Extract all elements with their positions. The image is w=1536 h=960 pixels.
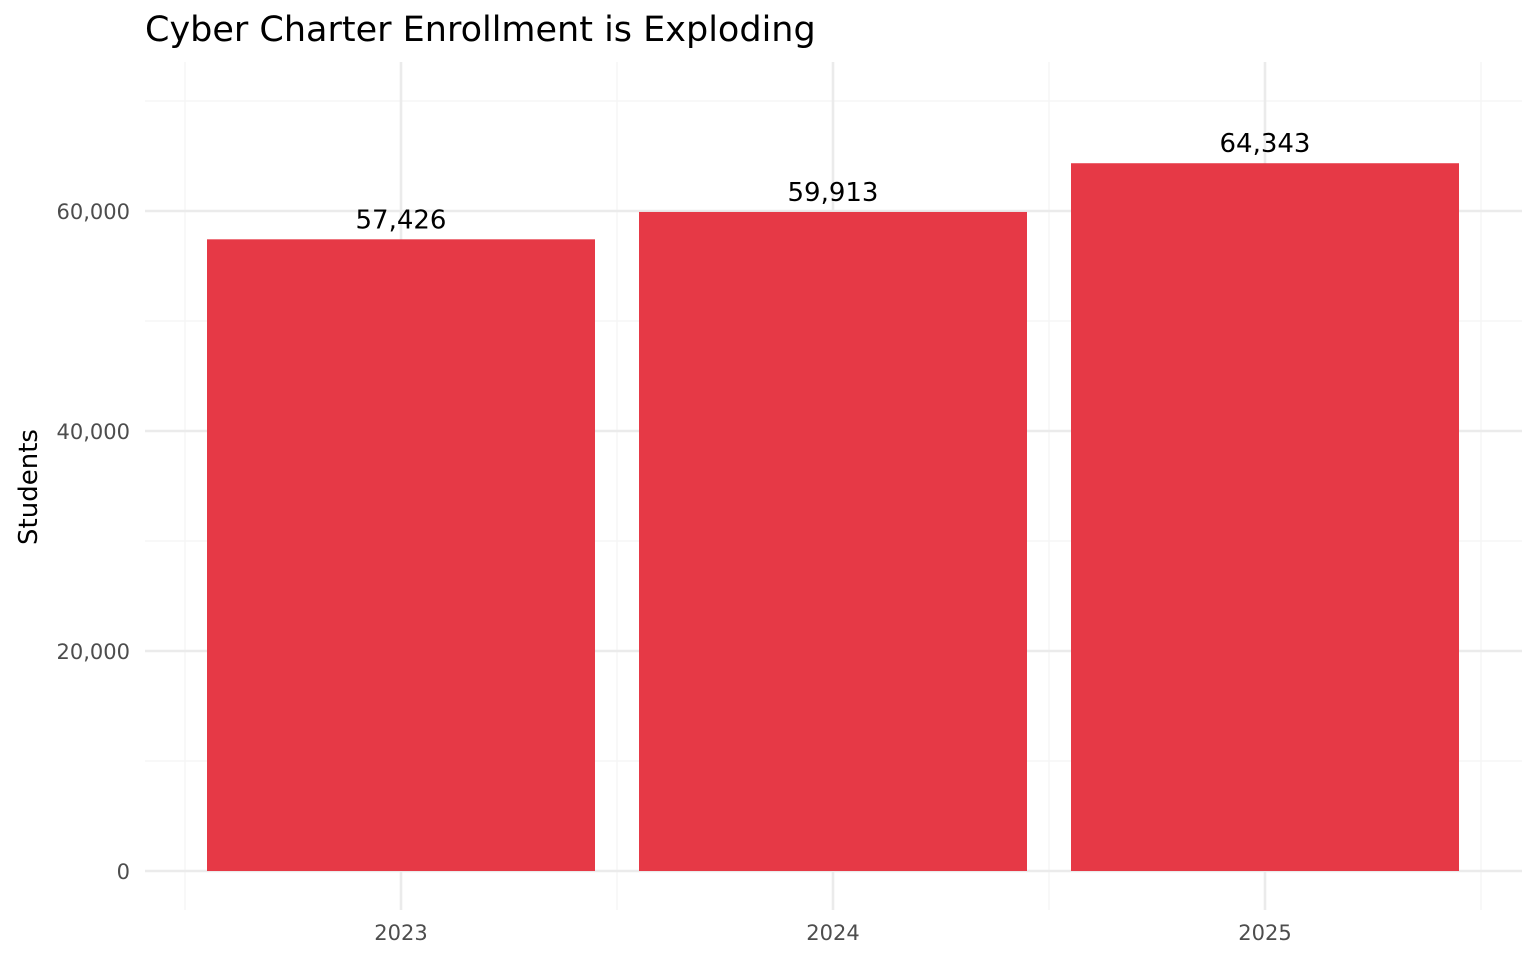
y-tick-label: 40,000	[57, 420, 130, 444]
y-tick-label: 60,000	[57, 200, 130, 224]
x-tick-label: 2023	[374, 921, 427, 945]
bar-2023	[207, 239, 595, 872]
data-label-2025: 64,343	[1220, 129, 1311, 159]
data-label-2023: 57,426	[356, 205, 447, 235]
y-axis-title: Students	[14, 429, 44, 545]
y-tick-label: 0	[117, 860, 130, 884]
bar-2025	[1071, 163, 1459, 872]
x-tick-label: 2024	[806, 921, 859, 945]
chart-title: Cyber Charter Enrollment is Exploding	[145, 10, 816, 50]
data-labels: 57,426 59,913 64,343	[356, 129, 1311, 235]
x-axis-ticks: 2023 2024 2025	[374, 921, 1291, 945]
y-axis-ticks: 0 20,000 40,000 60,000	[57, 200, 130, 884]
data-label-2024: 59,913	[788, 178, 879, 208]
bar-2024	[639, 211, 1027, 871]
x-tick-label: 2025	[1238, 921, 1291, 945]
y-tick-label: 20,000	[57, 640, 130, 664]
bars	[207, 163, 1459, 872]
